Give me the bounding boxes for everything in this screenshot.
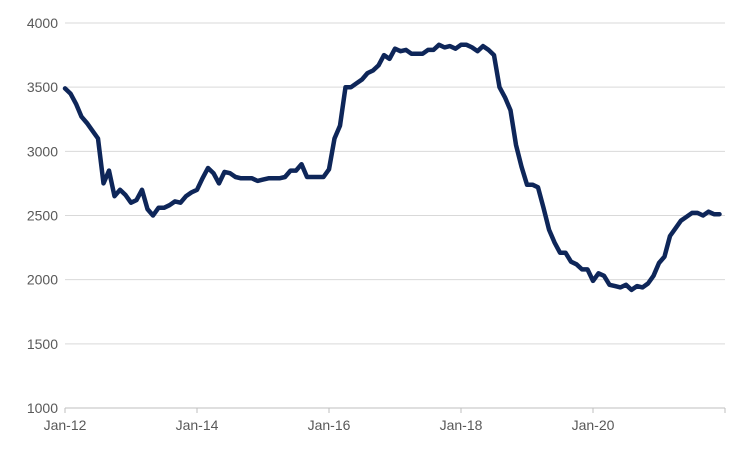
x-axis-ticks: [64, 408, 726, 413]
y-tick-label-3500: 3500: [27, 79, 58, 95]
series-line-0: [62, 42, 722, 293]
y-tick-label-2000: 2000: [27, 272, 58, 288]
y-axis-tick-labels: 1000 1500 2000 2500 3000 3500 4000: [27, 15, 58, 416]
y-tick-label-3000: 3000: [27, 143, 58, 159]
y-tick-label-2500: 2500: [27, 208, 58, 224]
x-tick-label-Jan-18: Jan-18: [440, 417, 483, 433]
x-axis-tick-labels: Jan-12 Jan-14 Jan-16 Jan-18 Jan-20: [44, 417, 615, 433]
y-tick-label-1500: 1500: [27, 336, 58, 352]
x-tick-label-Jan-16: Jan-16: [308, 417, 351, 433]
y-tick-label-1000: 1000: [27, 400, 58, 416]
gridlines: [65, 22, 725, 345]
x-tick-label-Jan-20: Jan-20: [572, 417, 615, 433]
x-tick-label-Jan-14: Jan-14: [176, 417, 219, 433]
y-tick-label-4000: 4000: [27, 15, 58, 31]
series-group: [62, 42, 722, 293]
x-tick-label-Jan-12: Jan-12: [44, 417, 87, 433]
